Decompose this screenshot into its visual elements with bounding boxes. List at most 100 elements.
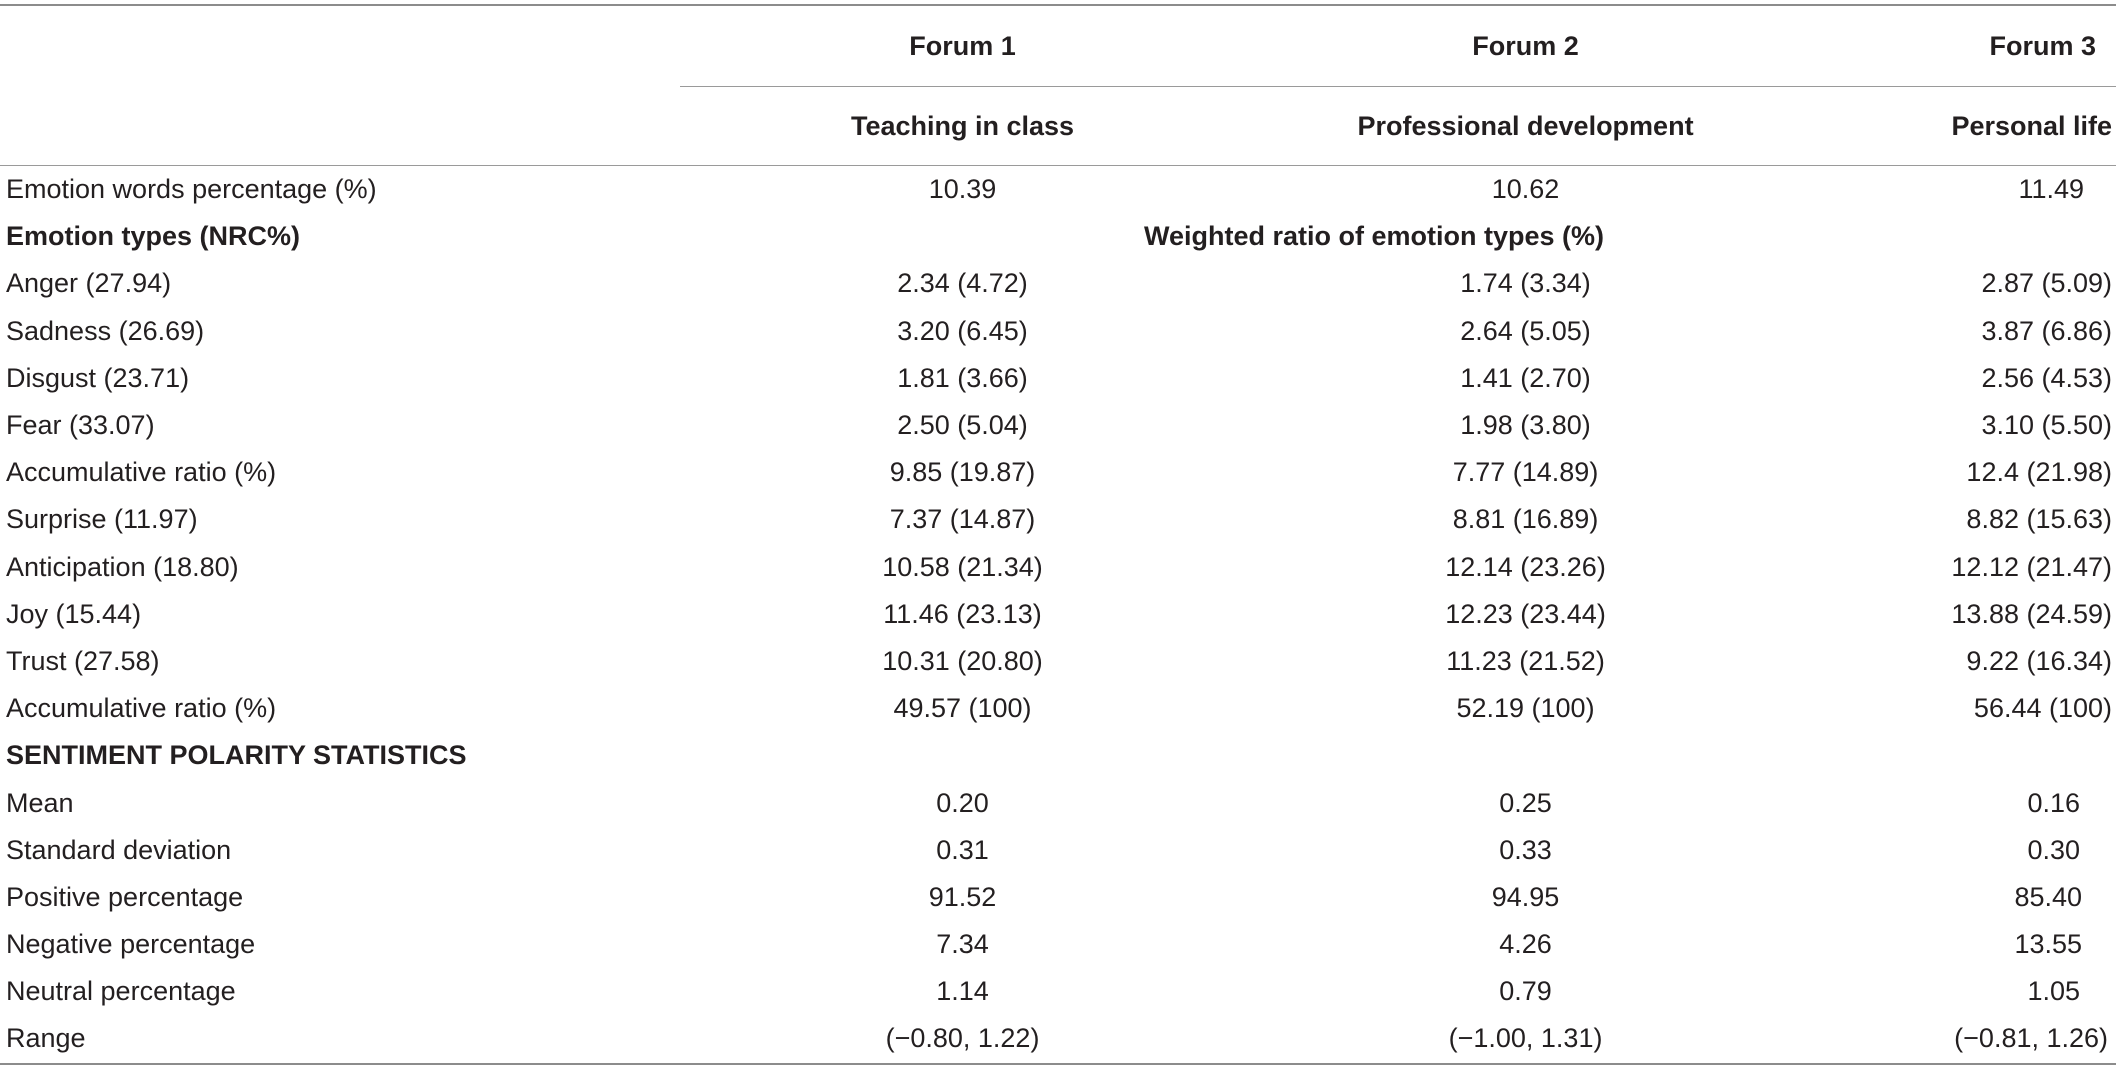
- row-label: Range: [6, 1023, 86, 1054]
- emotion-words-row: Emotion words percentage (%) 10.39 10.62…: [0, 166, 2116, 214]
- row-label: Emotion words percentage (%): [6, 174, 377, 205]
- forum-1-value: 2.50 (5.04): [897, 410, 1028, 441]
- row-label: Negative percentage: [6, 929, 256, 960]
- forum-1-value: 10.31 (20.80): [882, 645, 1043, 676]
- forum-2-value: 11.23 (21.52): [1446, 645, 1605, 676]
- row-label: Sadness (26.69): [6, 315, 205, 346]
- forum-1-value: 2.34 (4.72): [897, 268, 1028, 299]
- forum-3-value: 12.12 (21.47): [1951, 551, 2113, 582]
- row-label: Accumulative ratio (%): [6, 457, 277, 488]
- row-label: Fear (33.07): [6, 410, 155, 441]
- forum-1-value: 91.52: [928, 881, 997, 912]
- forum-3-value: 85.40: [2014, 881, 2083, 912]
- forum-3-value: 13.55: [2014, 929, 2083, 960]
- row-label: Positive percentage: [6, 881, 244, 912]
- forum-2-value: 1.98 (3.80): [1460, 410, 1591, 441]
- forum-3-value: 8.82 (15.63): [1966, 504, 2113, 535]
- forum-1-header: Forum 1: [909, 30, 1016, 61]
- table-row: Joy (15.44) 11.46 (23.13) 12.23 (23.44) …: [0, 591, 2116, 638]
- topic-empty-cell: [0, 87, 680, 166]
- row-label: Accumulative ratio (%): [6, 693, 277, 724]
- forum-1-value: 0.31: [936, 834, 989, 865]
- forum-2-topic: Professional development: [1245, 86, 1807, 166]
- row-label: Neutral percentage: [6, 976, 236, 1007]
- forum-1-value: 10.39: [928, 174, 997, 205]
- forum-2-value: 4.26: [1499, 929, 1552, 960]
- row-label: Joy (15.44): [6, 598, 142, 629]
- forum-1-value: 49.57 (100): [893, 693, 1032, 724]
- forum-3-value: 9.22 (16.34): [1966, 645, 2113, 676]
- forum-1-value: 11.46 (23.13): [883, 598, 1042, 629]
- table-row: Anger (27.94) 2.34 (4.72) 1.74 (3.34) 2.…: [0, 260, 2116, 307]
- sentiment-polarity-label: SENTIMENT POLARITY STATISTICS: [6, 740, 467, 771]
- table-row: Trust (27.58) 10.31 (20.80) 11.23 (21.52…: [0, 638, 2116, 685]
- table-row: Accumulative ratio (%) 49.57 (100) 52.19…: [0, 685, 2116, 732]
- forum-2-value: (−1.00, 1.31): [1448, 1023, 1603, 1054]
- forum-header-row: Forum 1 Forum 2 Forum 3: [0, 5, 2117, 87]
- header-empty-cell: [0, 5, 680, 87]
- forum-2-value: 94.95: [1491, 881, 1560, 912]
- table-row: Disgust (23.71) 1.81 (3.66) 1.41 (2.70) …: [0, 355, 2116, 402]
- table-row: Accumulative ratio (%) 9.85 (19.87) 7.77…: [0, 449, 2116, 496]
- forum-2-value: 12.23 (23.44): [1445, 598, 1606, 629]
- forum-3-value: 0.16: [2027, 787, 2081, 818]
- forum-2-value: 8.81 (16.89): [1452, 504, 1599, 535]
- emotion-types-section-row: Emotion types (NRC%) Weighted ratio of e…: [0, 213, 2116, 260]
- forum-1-value: 0.20: [936, 787, 989, 818]
- forum-3-value: 0.30: [2027, 834, 2081, 865]
- forum-2-value: 7.77 (14.89): [1452, 457, 1599, 488]
- row-label: Disgust (23.71): [6, 362, 190, 393]
- forum-1-value: 1.81 (3.66): [897, 362, 1028, 393]
- row-label: Anger (27.94): [6, 268, 172, 299]
- forum-1-value: 7.37 (14.87): [889, 504, 1036, 535]
- forum-1-value: 1.14: [936, 976, 989, 1007]
- table-row: Anticipation (18.80) 10.58 (21.34) 12.14…: [0, 544, 2116, 591]
- table-row: Sadness (26.69) 3.20 (6.45) 2.64 (5.05) …: [0, 308, 2116, 355]
- row-label: Anticipation (18.80): [6, 551, 239, 582]
- row-label: Standard deviation: [6, 834, 232, 865]
- table-row: Positive percentage 91.52 94.95 85.40: [0, 874, 2116, 921]
- forum-2-value: 1.74 (3.34): [1460, 268, 1591, 299]
- forum-3-value: 1.05: [2027, 976, 2081, 1007]
- forum-1-topic: Teaching in class: [680, 86, 1246, 166]
- forum-2-value: 10.62: [1491, 174, 1560, 205]
- forum-3-value: 3.87 (6.86): [1981, 315, 2113, 346]
- forum-topic-row: Teaching in class Professional developme…: [0, 86, 2117, 166]
- forum-2-header: Forum 2: [1472, 30, 1579, 61]
- forum-3-value: 12.4 (21.98): [1966, 457, 2113, 488]
- table-row: Neutral percentage 1.14 0.79 1.05: [0, 968, 2116, 1015]
- table-row: Mean 0.20 0.25 0.16: [0, 779, 2116, 826]
- forum-2-value: 0.33: [1499, 834, 1552, 865]
- forum-1-value: (−0.80, 1.22): [885, 1023, 1040, 1054]
- row-label: Trust (27.58): [6, 645, 160, 676]
- forum-3-value: 56.44 (100): [1973, 693, 2113, 724]
- forum-3-value: 3.10 (5.50): [1981, 410, 2113, 441]
- row-label: Surprise (11.97): [6, 504, 198, 535]
- forum-2-value: 0.79: [1499, 976, 1552, 1007]
- forum-3-value: (−0.81, 1.26): [1954, 1023, 2109, 1054]
- table-row: Surprise (11.97) 7.37 (14.87) 8.81 (16.8…: [0, 496, 2116, 543]
- forum-3-value: 11.49: [2018, 174, 2085, 205]
- emotion-statistics-table: Forum 1 Forum 2 Forum 3 Teaching in clas…: [0, 4, 2117, 1065]
- weighted-ratio-span-label: Weighted ratio of emotion types (%): [1144, 221, 1605, 252]
- table-row: Negative percentage 7.34 4.26 13.55: [0, 921, 2116, 968]
- sentiment-section-row: SENTIMENT POLARITY STATISTICS: [0, 732, 2116, 779]
- forum-2-value: 1.41 (2.70): [1460, 362, 1591, 393]
- forum-3-value: 13.88 (24.59): [1951, 598, 2113, 629]
- table-row: Fear (33.07) 2.50 (5.04) 1.98 (3.80) 3.1…: [0, 402, 2116, 449]
- forum-1-value: 3.20 (6.45): [897, 315, 1028, 346]
- table-row: Standard deviation 0.31 0.33 0.30: [0, 827, 2116, 874]
- forum-1-value: 7.34: [936, 929, 989, 960]
- forum-2-value: 52.19 (100): [1456, 693, 1595, 724]
- emotion-types-label: Emotion types (NRC%): [6, 221, 301, 252]
- forum-2-value: 2.64 (5.05): [1460, 315, 1591, 346]
- forum-1-value: 10.58 (21.34): [882, 551, 1043, 582]
- forum-3-value: 2.56 (4.53): [1981, 362, 2113, 393]
- forum-3-value: 2.87 (5.09): [1981, 268, 2113, 299]
- forum-3-topic: Personal life: [1806, 86, 2117, 166]
- row-label: Mean: [6, 787, 74, 818]
- forum-2-value: 0.25: [1499, 787, 1552, 818]
- table-row: Range (−0.80, 1.22) (−1.00, 1.31) (−0.81…: [0, 1015, 2117, 1064]
- forum-2-value: 12.14 (23.26): [1445, 551, 1606, 582]
